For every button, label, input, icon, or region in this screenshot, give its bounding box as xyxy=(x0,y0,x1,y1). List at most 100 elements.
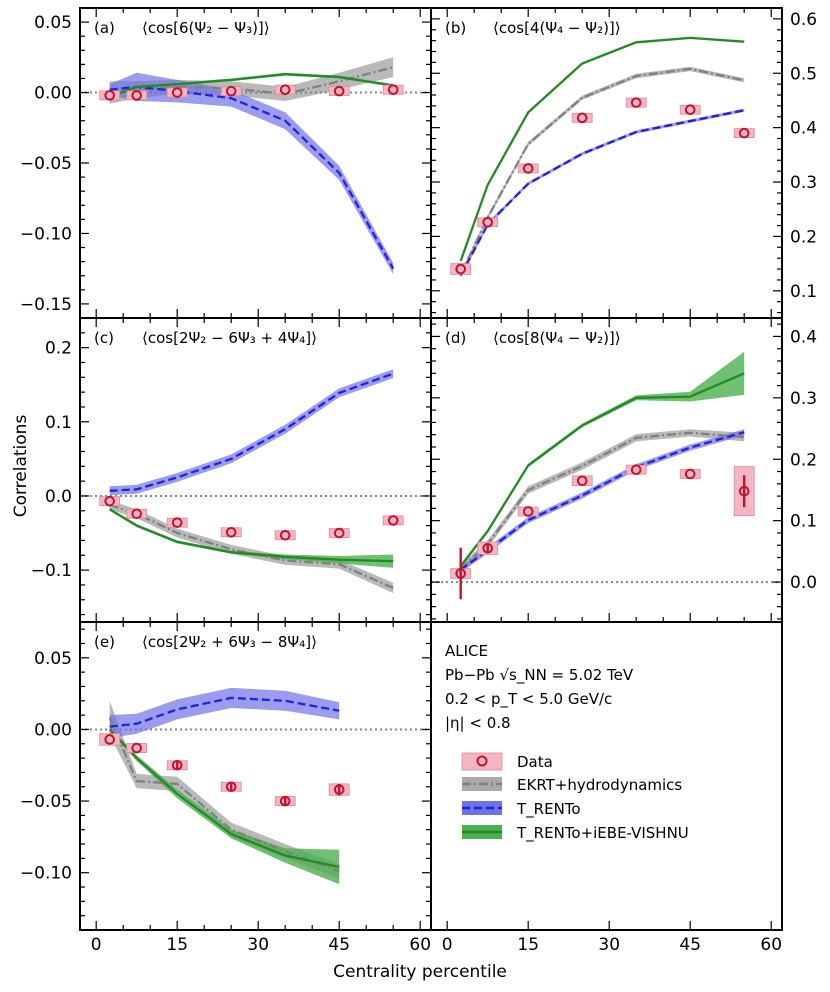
panel-a: 0.05 0.00 −0.05 −0.10 −0.15 (a) ⟨cos[6(Ψ₂ − Ψ₃… xyxy=(20,7,432,319)
panel-c: 0.2 0.1 0.0 −0.1 (c) ⟨cos[2Ψ₂ − 6Ψ₃ + 4Ψ₄]⟩ xyxy=(31,317,432,623)
info-experiment: ALICE xyxy=(445,642,488,660)
y-tick-label-b-4: 0.2 xyxy=(790,227,817,247)
y-tick-label-e-2: −0.05 xyxy=(20,792,72,812)
data-point-b-3 xyxy=(576,112,588,124)
band-trento-d xyxy=(460,429,745,573)
data-point-d-1 xyxy=(482,543,494,554)
line-vishnu-b xyxy=(459,36,745,262)
data-point-d-0 xyxy=(455,568,467,579)
data-point-b-5 xyxy=(684,104,696,116)
y-tick-label-e-1: 0.00 xyxy=(34,720,72,740)
data-point-d-4 xyxy=(630,464,642,475)
info-eta-range: |η| < 0.8 xyxy=(445,714,511,732)
x-axis-title: Centrality percentile xyxy=(333,962,507,982)
y-tick-label-b-3: 0.3 xyxy=(790,173,817,193)
line-ekrt-b xyxy=(459,67,745,275)
data-box-a-5 xyxy=(328,86,350,97)
line-ekrt-e xyxy=(108,717,340,873)
panel-d: 0.4 0.3 0.2 0.1 0.0 (d) ⟨cos[8(Ψ₄ − Ψ₂)]⟩ xyxy=(430,317,817,623)
y-tick-label-d-1: 0.3 xyxy=(790,389,817,409)
data-point-b-1 xyxy=(482,216,494,228)
legend-item-vishnu: T_RENTo+iEBE-VISHNU xyxy=(462,824,689,843)
line-vishnu-c xyxy=(109,508,394,563)
legend-label-ekrt: EKRT+hydrodynamics xyxy=(517,776,682,794)
y-tick-label-d-4: 0.0 xyxy=(790,573,817,593)
legend-item-trento: T_RENTo xyxy=(462,800,581,819)
data-point-c-2 xyxy=(171,517,183,528)
y-tick-label-c-0: 0.2 xyxy=(45,339,72,359)
data-box-e-1 xyxy=(126,743,148,753)
data-point-e-2 xyxy=(171,759,183,771)
data-point-a-6 xyxy=(387,84,399,96)
y-tick-label-c-1: 0.1 xyxy=(45,413,72,433)
data-box-b-3 xyxy=(571,112,593,123)
data-box-a-1 xyxy=(126,90,148,101)
line-trento-e xyxy=(109,696,340,728)
data-point-d-3 xyxy=(576,475,588,487)
legend-marker-data xyxy=(476,755,488,767)
band-ekrt-c xyxy=(109,500,394,594)
x-tick-label-left-4: 60 xyxy=(409,935,431,955)
x-tick-label-right-4: 60 xyxy=(760,935,782,955)
data-box-c-5 xyxy=(328,528,350,538)
panel-c-content xyxy=(80,369,431,594)
panel-letter-b: (b) xyxy=(445,19,466,37)
data-point-d-5 xyxy=(684,468,696,480)
y-tick-label-a-0: 0.05 xyxy=(34,13,72,33)
y-tick-label-b-1: 0.5 xyxy=(790,64,817,84)
x-tick-label-left-2: 30 xyxy=(247,935,269,955)
band-ekrt-b xyxy=(460,66,745,277)
panel-letter-d: (d) xyxy=(445,329,466,347)
y-axis-title: Correlations xyxy=(11,415,31,518)
legend-label-trento: T_RENTo xyxy=(516,800,581,819)
data-point-c-6 xyxy=(387,515,399,526)
legend-swatch-data xyxy=(461,752,503,771)
x-tick-label-right-0: 0 xyxy=(442,935,453,955)
panel-title-e: ⟨cos[2Ψ₂ + 6Ψ₃ − 8Ψ₄]⟩ xyxy=(142,633,317,651)
data-point-c-0 xyxy=(104,495,115,507)
panel-b: 0.6 0.5 0.4 0.3 0.2 0.1 (b) ⟨cos[4(Ψ₄ − Ψ₂)]⟩ xyxy=(430,7,817,319)
data-point-e-5 xyxy=(333,784,345,795)
x-tick-label-right-1: 15 xyxy=(517,935,539,955)
band-trento-b xyxy=(460,108,745,278)
y-tick-label-b-2: 0.4 xyxy=(790,119,817,139)
data-box-e-0 xyxy=(99,733,121,746)
x-tick-label-left-1: 15 xyxy=(166,935,188,955)
panel-frame-a xyxy=(79,7,432,319)
data-point-a-4 xyxy=(279,84,291,96)
y-tick-label-a-3: −0.10 xyxy=(20,224,72,244)
data-box-c-1 xyxy=(126,508,148,519)
line-trento-b xyxy=(459,109,745,277)
panel-b-content xyxy=(450,36,755,278)
line-vishnu-d xyxy=(459,372,745,567)
panel-letter-a: (a) xyxy=(94,19,115,37)
panel-e-content xyxy=(80,687,431,885)
panel-letter-c: (c) xyxy=(94,329,114,347)
panel-info xyxy=(430,621,783,931)
panel-title-c: ⟨cos[2Ψ₂ − 6Ψ₃ + 4Ψ₄]⟩ xyxy=(142,329,317,347)
legend: Data EKRT+hydrodynamics T_RENTo T_RENTo+… xyxy=(461,752,689,843)
plot-area: 0.050.00−0.05−0.10−0.15(a) ⟨cos[6(Ψ₂ − Ψ₃… xyxy=(20,7,817,955)
band-vishnu-d xyxy=(460,351,745,568)
y-tick-label-a-4: −0.15 xyxy=(20,295,72,315)
data-point-c-4 xyxy=(279,529,291,541)
data-box-b-4 xyxy=(625,97,647,108)
y-tick-label-e-3: −0.10 xyxy=(20,864,72,884)
band-trento-e xyxy=(109,687,340,738)
band-vishnu-e xyxy=(109,728,340,885)
data-box-b-1 xyxy=(477,217,499,228)
data-box-c-2 xyxy=(166,517,188,528)
data-box-c-4 xyxy=(274,530,296,541)
line-ekrt-c xyxy=(109,503,394,589)
data-point-a-3 xyxy=(225,85,237,97)
data-box-d-4 xyxy=(625,464,647,475)
x-tick-label-left-0: 0 xyxy=(91,935,102,955)
data-point-d-6 xyxy=(738,485,750,497)
panel-title-d: ⟨cos[8(Ψ₄ − Ψ₂)]⟩ xyxy=(493,329,621,347)
panel-title-b: ⟨cos[4(Ψ₄ − Ψ₂)]⟩ xyxy=(493,19,621,37)
y-tick-label-d-2: 0.2 xyxy=(790,450,817,470)
data-box-c-3 xyxy=(220,527,242,538)
legend-item-ekrt: EKRT+hydrodynamics xyxy=(462,776,682,794)
data-point-b-4 xyxy=(630,97,642,108)
